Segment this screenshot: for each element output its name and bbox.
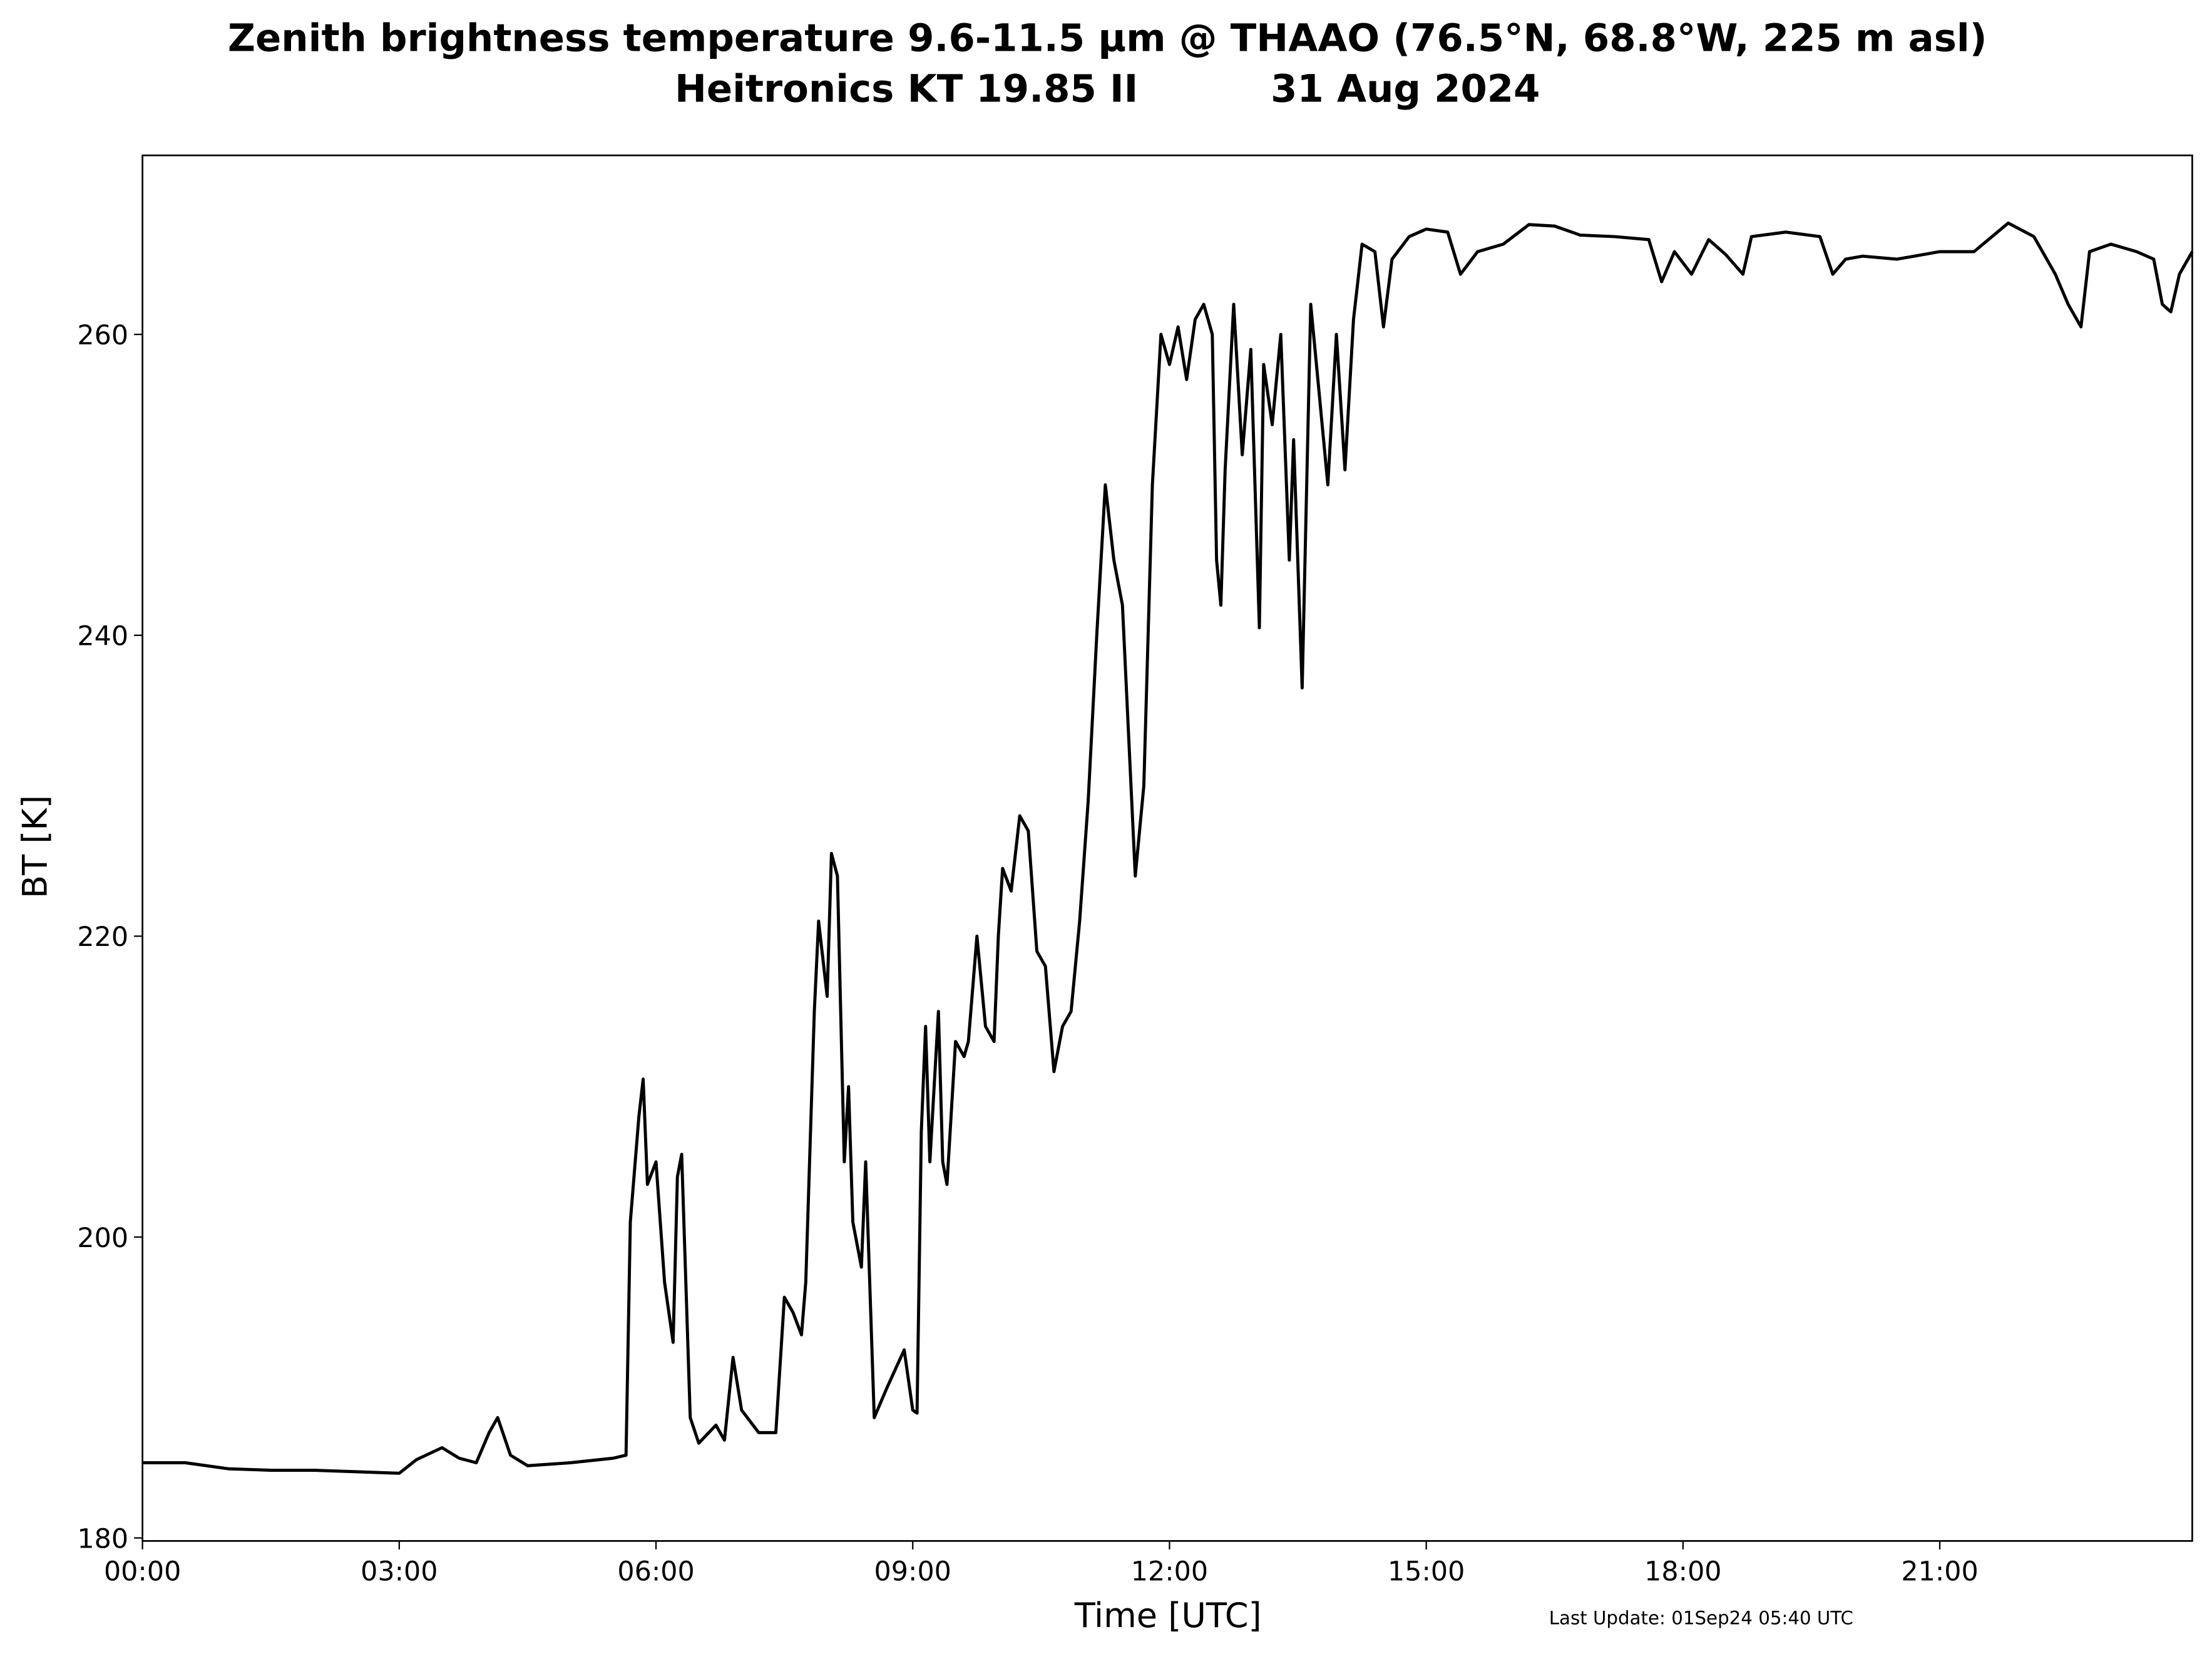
x-tick-label: 12:00 <box>1131 1556 1208 1588</box>
x-tick-label: 18:00 <box>1644 1556 1721 1588</box>
plot-frame <box>141 154 2193 1542</box>
x-tick-label: 09:00 <box>874 1556 951 1588</box>
annotation: Last Update: 01Sep24 05:40 UTC <box>1549 1607 1853 1628</box>
chart-title: Zenith brightness temperature 9.6-11.5 μ… <box>228 16 1987 60</box>
data-line <box>142 221 2194 1475</box>
y-tick-label: 240 <box>77 621 128 652</box>
y-tick-label: 260 <box>77 320 128 351</box>
x-tick-label: 03:00 <box>361 1556 438 1588</box>
chart-subtitle: Heitronics KT 19.85 II 31 Aug 2024 <box>675 68 1540 111</box>
x-tick-label: 15:00 <box>1388 1556 1465 1588</box>
y-tick-label: 220 <box>77 922 128 953</box>
y-axis-label: BT [K] <box>15 795 54 898</box>
y-tick-label: 180 <box>77 1523 128 1554</box>
x-tick-label: 06:00 <box>617 1556 694 1588</box>
x-tick-label: 00:00 <box>104 1556 181 1588</box>
x-axis-label: Time [UTC] <box>1074 1596 1262 1635</box>
y-tick-label: 200 <box>77 1223 128 1254</box>
x-tick-label: 21:00 <box>1901 1556 1978 1588</box>
